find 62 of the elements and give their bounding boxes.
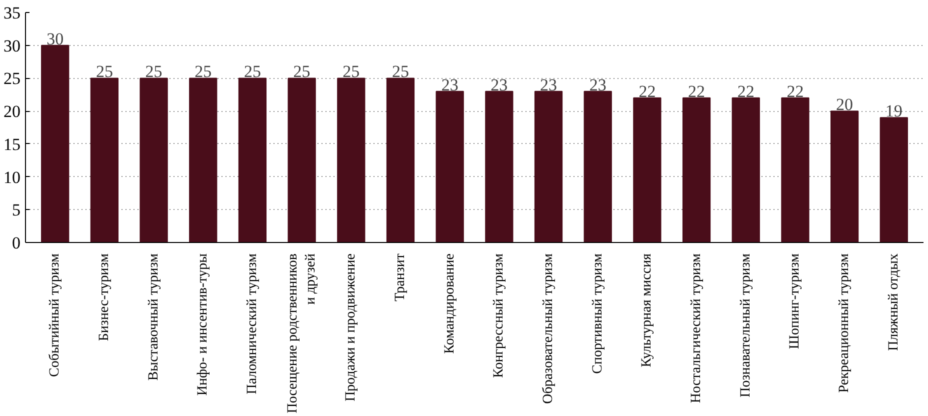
x-tick-label: Событийный туризм	[48, 253, 63, 377]
bar	[189, 78, 218, 242]
x-tick-label: Рекреационный туризм	[837, 253, 852, 393]
x-tick-label: Бизнес-туризм	[96, 253, 112, 342]
bar	[830, 110, 859, 242]
bar	[880, 117, 908, 242]
x-tick-label: Транзит	[392, 253, 408, 302]
data-label: 22	[688, 82, 706, 101]
x-tick-label: Инфо- и инсентив-туры	[196, 252, 211, 396]
x-tick-label: Спортивный туризм	[590, 253, 606, 374]
y-tick-label: 20	[4, 102, 20, 122]
data-label: 25	[96, 62, 113, 82]
x-tick-label: Командирование	[442, 254, 458, 354]
y-tick-label: 30	[4, 36, 20, 56]
data-label: 25	[244, 62, 261, 82]
x-tick-label: Посещение родственников и друзей	[285, 252, 318, 414]
x-tick-label: Познавательный туризм	[738, 253, 754, 398]
y-tick-label: 35	[4, 4, 20, 22]
y-tick-label: 25	[4, 69, 20, 88]
bar	[732, 97, 760, 242]
data-label: 23	[540, 75, 558, 94]
bar	[534, 90, 563, 242]
bar	[337, 78, 366, 242]
data-label: 23	[490, 75, 508, 94]
bar	[436, 90, 464, 242]
x-tick-label: Ностальгический туризм	[689, 253, 704, 404]
bar	[238, 78, 267, 242]
bar	[386, 78, 415, 242]
x-tick-label: Конгрессный туризм	[492, 253, 507, 378]
data-label: 22	[737, 82, 754, 101]
x-tick-label: Шопинг-туризм	[788, 253, 803, 350]
bar	[288, 78, 316, 242]
data-label: 19	[885, 102, 902, 121]
data-label: 22	[638, 82, 656, 101]
data-label: 25	[342, 62, 360, 82]
bar	[633, 97, 662, 242]
data-label: 20	[836, 95, 854, 114]
x-tick-label: Пляжный отдых	[886, 253, 902, 351]
x-tick-label: Образовательный туризм	[541, 253, 556, 404]
data-label: 25	[194, 62, 212, 82]
data-label: 23	[441, 75, 458, 94]
data-label: 25	[392, 62, 409, 82]
bar	[781, 97, 810, 242]
y-tick-label: 0	[12, 234, 20, 252]
bar	[140, 78, 168, 242]
x-tick-label: Культурная миссия	[640, 252, 655, 368]
data-label: 25	[145, 62, 162, 82]
y-tick-label: 10	[4, 168, 20, 187]
x-tick-label: Паломнический туризм	[244, 253, 260, 394]
data-label: 30	[46, 29, 64, 48]
bar	[682, 97, 711, 242]
data-label: 25	[293, 62, 310, 82]
x-tick-label: Выставочный туризм	[146, 253, 162, 381]
x-tick-label: Продажи и продвижение	[344, 253, 359, 402]
y-tick-label: 5	[12, 200, 20, 220]
bar	[41, 44, 70, 242]
data-label: 23	[589, 75, 606, 94]
bar	[584, 90, 612, 242]
y-tick-label: 15	[4, 134, 20, 154]
bar	[485, 90, 514, 242]
data-label: 22	[786, 82, 804, 101]
bar	[90, 78, 119, 242]
